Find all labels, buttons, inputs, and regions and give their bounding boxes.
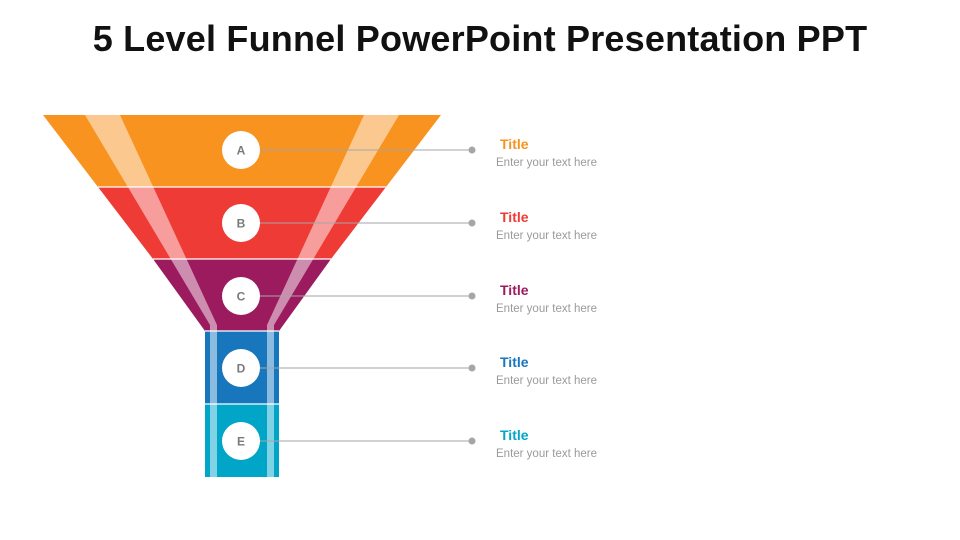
connector-dot-d xyxy=(468,364,476,372)
connector-dot-a xyxy=(468,146,476,154)
level-title-e: Title xyxy=(500,427,529,443)
level-description-d: Enter your text here xyxy=(496,375,597,387)
level-badge-letter-e: E xyxy=(237,435,245,449)
level-badge-letter-c: C xyxy=(237,290,246,304)
level-title-a: Title xyxy=(500,136,529,152)
level-badge-letter-a: A xyxy=(237,144,246,158)
slide-title: 5 Level Funnel PowerPoint Presentation P… xyxy=(92,18,868,59)
level-title-d: Title xyxy=(500,354,529,370)
level-text-block-a: Title Enter your text here xyxy=(496,136,756,170)
level-title-b: Title xyxy=(500,209,529,225)
level-badge-letter-d: D xyxy=(237,362,246,376)
connector-dot-e xyxy=(468,437,476,445)
level-badge-b xyxy=(222,204,260,242)
level-badge-d xyxy=(222,349,260,387)
level-badge-letter-b: B xyxy=(237,217,246,231)
level-badge-e xyxy=(222,422,260,460)
level-text-block-e: Title Enter your text here xyxy=(496,427,756,461)
level-title-c: Title xyxy=(500,282,529,298)
level-description-a: Enter your text here xyxy=(496,157,597,169)
level-text-block-c: Title Enter your text here xyxy=(496,282,756,316)
level-badge-c xyxy=(222,277,260,315)
level-text-block-b: Title Enter your text here xyxy=(496,209,756,243)
level-badge-a xyxy=(222,131,260,169)
level-text-block-d: Title Enter your text here xyxy=(496,354,756,388)
level-description-b: Enter your text here xyxy=(496,230,597,242)
level-description-c: Enter your text here xyxy=(496,303,597,315)
connector-dot-b xyxy=(468,219,476,227)
level-description-e: Enter your text here xyxy=(496,448,597,460)
connector-dot-c xyxy=(468,292,476,300)
